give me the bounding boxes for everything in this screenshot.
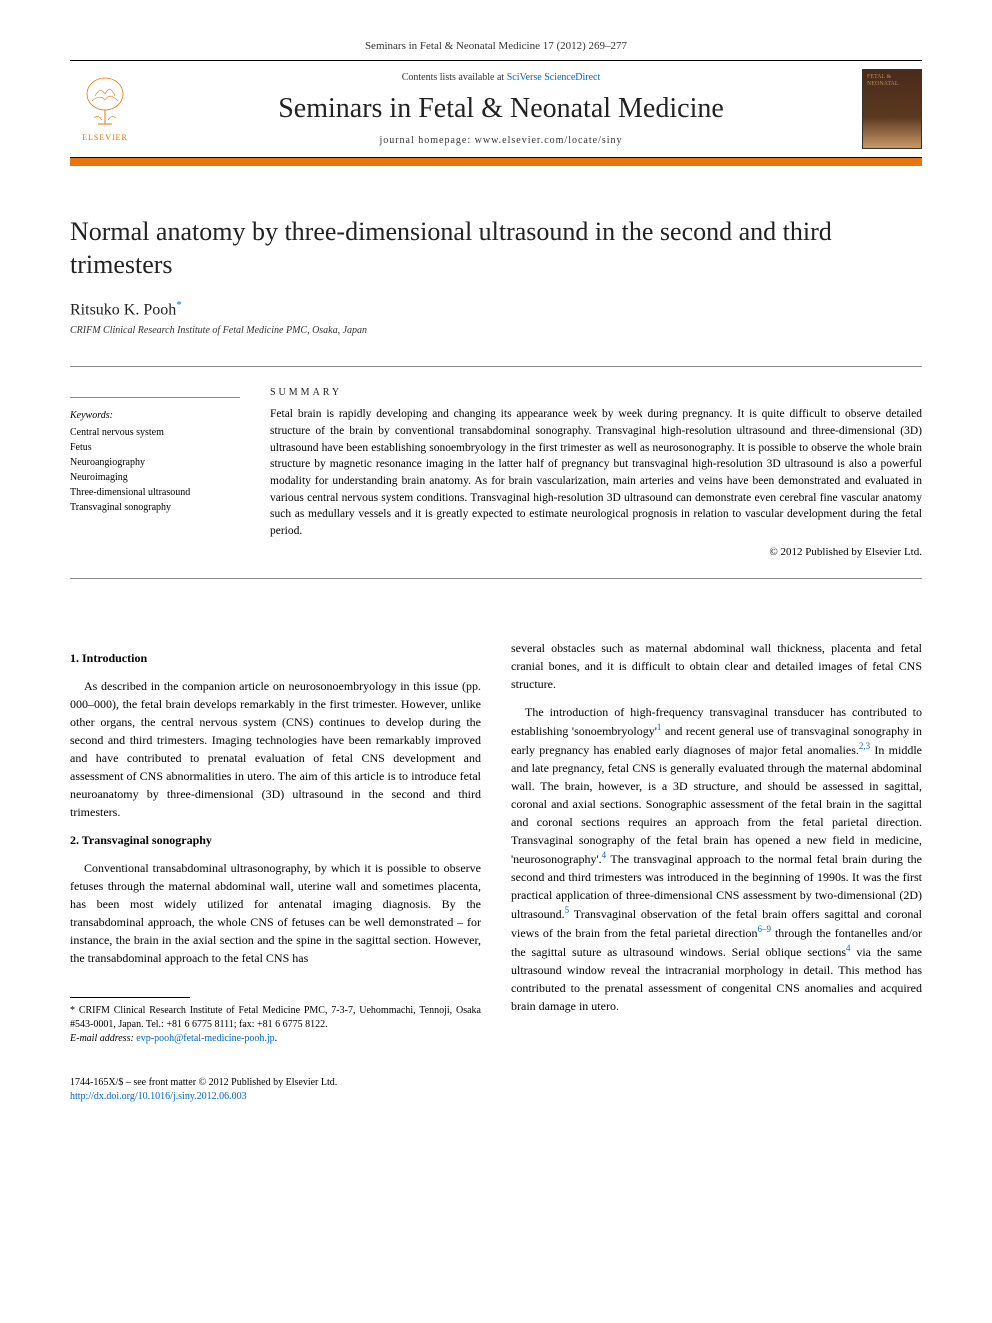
divider bbox=[70, 578, 922, 579]
keyword-item: Neuroimaging bbox=[70, 470, 240, 485]
keyword-item: Transvaginal sonography bbox=[70, 500, 240, 515]
text-run: In middle and late pregnancy, fetal CNS … bbox=[511, 743, 922, 866]
author-marker: * bbox=[176, 299, 182, 311]
citation-ref[interactable]: 2,3 bbox=[859, 741, 870, 751]
author-text: Ritsuko K. Pooh bbox=[70, 301, 176, 318]
elsevier-tree-icon bbox=[80, 76, 130, 131]
summary-block: Keywords: Central nervous system Fetus N… bbox=[70, 377, 922, 557]
email-link[interactable]: evp-pooh@fetal-medicine-pooh.jp bbox=[136, 1033, 274, 1044]
paragraph: As described in the companion article on… bbox=[70, 677, 481, 821]
paragraph: Conventional transabdominal ultrasonogra… bbox=[70, 859, 481, 967]
journal-cover-thumb: FETAL & NEONATAL bbox=[862, 69, 922, 149]
accent-bar bbox=[70, 158, 922, 166]
summary-copyright: © 2012 Published by Elsevier Ltd. bbox=[270, 546, 922, 558]
author-affiliation: CRIFM Clinical Research Institute of Fet… bbox=[70, 325, 922, 336]
divider bbox=[70, 366, 922, 367]
journal-header: ELSEVIER Contents lists available at Sci… bbox=[70, 60, 922, 158]
email-label: E-mail address: bbox=[70, 1033, 136, 1044]
email-suffix: . bbox=[275, 1033, 278, 1044]
summary-text: Fetal brain is rapidly developing and ch… bbox=[270, 406, 922, 539]
footnote-text: CRIFM Clinical Research Institute of Fet… bbox=[70, 1005, 481, 1030]
citation-line: Seminars in Fetal & Neonatal Medicine 17… bbox=[70, 40, 922, 52]
author-name: Ritsuko K. Pooh* bbox=[70, 299, 922, 319]
footnote-separator bbox=[70, 997, 190, 998]
paragraph: several obstacles such as maternal abdom… bbox=[511, 639, 922, 693]
section-heading-2: 2. Transvaginal sonography bbox=[70, 831, 481, 849]
contents-prefix: Contents lists available at bbox=[402, 72, 507, 83]
elsevier-logo: ELSEVIER bbox=[70, 69, 140, 149]
keywords-column: Keywords: Central nervous system Fetus N… bbox=[70, 377, 240, 557]
article-title: Normal anatomy by three-dimensional ultr… bbox=[70, 216, 922, 281]
journal-name: Seminars in Fetal & Neonatal Medicine bbox=[140, 93, 862, 125]
summary-column: SUMMARY Fetal brain is rapidly developin… bbox=[270, 377, 922, 557]
journal-homepage: journal homepage: www.elsevier.com/locat… bbox=[140, 135, 862, 146]
paragraph: The introduction of high-frequency trans… bbox=[511, 703, 922, 1015]
footer-meta: 1744-165X/$ – see front matter © 2012 Pu… bbox=[70, 1076, 481, 1104]
contents-available: Contents lists available at SciVerse Sci… bbox=[140, 72, 862, 83]
scidirect-link[interactable]: SciVerse ScienceDirect bbox=[507, 72, 601, 83]
keyword-item: Central nervous system bbox=[70, 425, 240, 440]
homepage-prefix: journal homepage: bbox=[379, 135, 474, 146]
right-column: several obstacles such as maternal abdom… bbox=[511, 639, 922, 1104]
kw-divider bbox=[70, 397, 240, 398]
body-columns: 1. Introduction As described in the comp… bbox=[70, 639, 922, 1104]
homepage-url: www.elsevier.com/locate/siny bbox=[475, 135, 623, 146]
elsevier-label: ELSEVIER bbox=[82, 133, 128, 142]
summary-heading: SUMMARY bbox=[270, 387, 922, 398]
left-column: 1. Introduction As described in the comp… bbox=[70, 639, 481, 1104]
keyword-item: Fetus bbox=[70, 440, 240, 455]
cover-label: FETAL & NEONATAL bbox=[863, 70, 921, 92]
doi-link[interactable]: http://dx.doi.org/10.1016/j.siny.2012.06… bbox=[70, 1091, 247, 1102]
section-heading-1: 1. Introduction bbox=[70, 649, 481, 667]
keyword-item: Neuroangiography bbox=[70, 455, 240, 470]
citation-ref[interactable]: 6–9 bbox=[758, 924, 772, 934]
keywords-heading: Keywords: bbox=[70, 408, 240, 423]
corresponding-author-footnote: * CRIFM Clinical Research Institute of F… bbox=[70, 1004, 481, 1046]
issn-line: 1744-165X/$ – see front matter © 2012 Pu… bbox=[70, 1076, 481, 1090]
keyword-item: Three-dimensional ultrasound bbox=[70, 485, 240, 500]
